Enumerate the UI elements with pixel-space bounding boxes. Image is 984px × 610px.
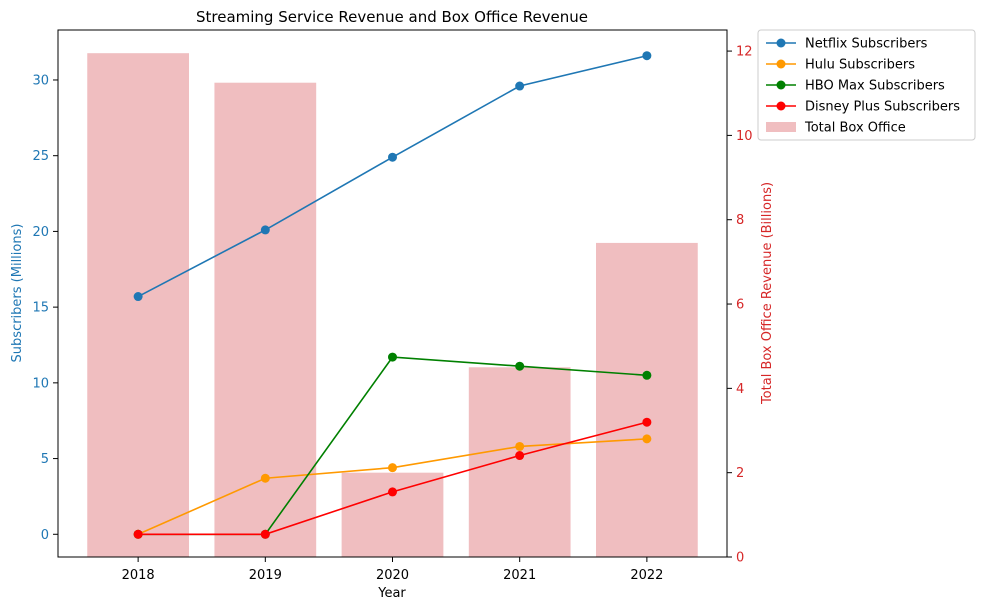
y-axis-right: 0 2 4 6 8 10 12 <box>727 45 753 566</box>
y-right-tick-label: 12 <box>736 45 753 60</box>
bar-2020 <box>341 472 444 557</box>
legend-label-0: Netflix Subscribers <box>805 37 928 52</box>
legend: Netflix Subscribers Hulu Subscribers HBO M… <box>757 29 976 141</box>
y-right-tick-label: 0 <box>736 551 744 566</box>
y-right-tick-label: 6 <box>736 298 744 313</box>
legend-box <box>757 29 976 141</box>
series-3-point-2021 <box>515 451 525 461</box>
bar-2018 <box>87 53 190 558</box>
legend-label-2: HBO Max Subscribers <box>805 79 945 94</box>
y-left-tick-label: 0 <box>41 528 49 543</box>
bars-layer <box>87 53 698 558</box>
y-left-tick-label: 20 <box>32 225 49 240</box>
chart-title: Streaming Service Revenue and Box Office… <box>196 8 588 26</box>
series-2-point-2022 <box>642 370 652 380</box>
legend-bar-swatch <box>766 122 796 132</box>
legend-marker-3 <box>776 101 786 111</box>
series-3-point-2018 <box>133 529 143 539</box>
series-1-point-2021 <box>515 441 525 451</box>
bar-2021 <box>468 367 571 557</box>
legend-label-1: Hulu Subscribers <box>805 58 915 73</box>
x-tick-label: 2019 <box>249 568 282 583</box>
series-1-point-2019 <box>260 473 270 483</box>
y-right-tick-label: 10 <box>736 129 753 144</box>
y-left-tick-label: 25 <box>32 149 49 164</box>
y-axis-left-title: Subscribers (Millions) <box>10 224 25 363</box>
y-axis-left: 0 5 10 15 20 25 30 <box>32 73 58 543</box>
x-tick-label: 2021 <box>503 568 536 583</box>
y-left-tick-label: 30 <box>32 73 49 88</box>
legend-label-3: Disney Plus Subscribers <box>805 100 960 115</box>
series-0-point-2022 <box>642 51 652 61</box>
lines-layer <box>133 51 652 539</box>
y-right-tick-label: 2 <box>736 466 744 481</box>
x-tick-label: 2022 <box>630 568 663 583</box>
series-1-point-2020 <box>388 463 397 473</box>
y-left-tick-label: 5 <box>41 452 49 467</box>
legend-marker-0 <box>776 38 786 48</box>
series-3-point-2020 <box>388 487 397 497</box>
y-right-tick-label: 4 <box>736 382 744 397</box>
x-axis-title: Year <box>377 586 406 601</box>
x-tick-label: 2018 <box>122 568 155 583</box>
series-3-point-2019 <box>260 529 270 539</box>
series-0-point-2021 <box>515 81 525 91</box>
series-0-point-2020 <box>388 152 397 162</box>
series-2-point-2021 <box>515 361 525 371</box>
y-left-tick-label: 15 <box>32 301 49 316</box>
series-0-point-2019 <box>260 225 270 235</box>
x-axis: 2018 2019 2020 2021 2022 <box>122 557 663 583</box>
legend-marker-2 <box>776 80 786 90</box>
y-axis-right-title: Total Box Office Revenue (Billions) <box>760 182 775 405</box>
series-2-point-2020 <box>388 352 397 362</box>
series-3-point-2022 <box>642 417 652 427</box>
legend-marker-1 <box>776 59 786 69</box>
x-tick-label: 2020 <box>376 568 409 583</box>
series-0-point-2018 <box>133 292 143 302</box>
y-left-tick-label: 10 <box>32 376 49 391</box>
series-1-point-2022 <box>642 434 652 444</box>
y-right-tick-label: 8 <box>736 213 744 228</box>
bar-2022 <box>595 242 698 557</box>
legend-label-bars: Total Box Office <box>804 121 906 136</box>
